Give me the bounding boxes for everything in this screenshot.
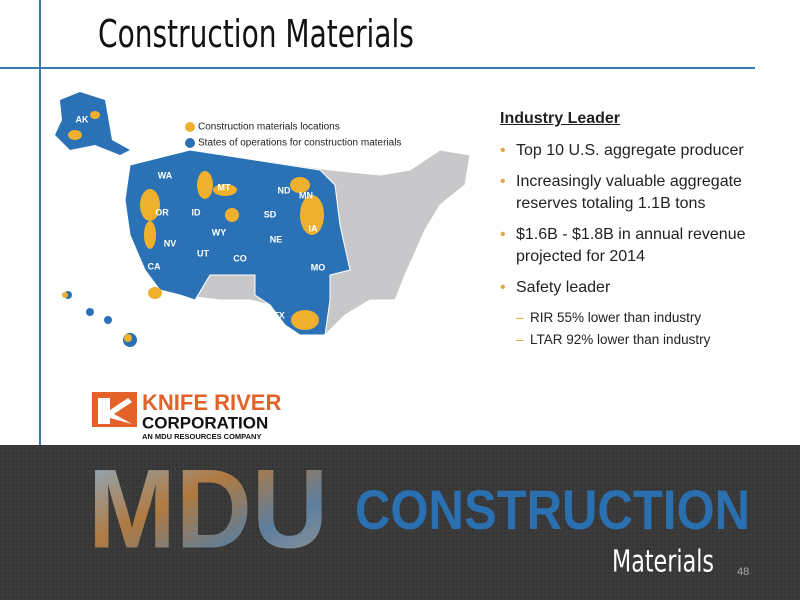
state-label: WA [158, 170, 173, 180]
state-label: ID [192, 207, 202, 217]
state-label: WY [212, 227, 227, 237]
state-label: MT [218, 182, 231, 192]
state-label: OR [155, 207, 169, 217]
page-number: 48 [737, 566, 749, 578]
state-label: SD [264, 209, 277, 219]
bullet: Increasingly valuable aggregate reserves… [500, 171, 790, 215]
state-label: NV [164, 238, 177, 248]
logo-name: KNIFE RIVER [142, 390, 281, 415]
bullet: Top 10 U.S. aggregate producer [500, 140, 790, 162]
logo: KNIFE RIVER CORPORATION AN MDU RESOURCES… [92, 390, 281, 441]
state-label: ND [278, 185, 291, 195]
state-label: IA [309, 223, 319, 233]
content: Industry Leader Top 10 U.S. aggregate pr… [500, 110, 790, 350]
state-label: CA [148, 261, 161, 271]
state-label: TX [273, 310, 285, 320]
state-label: UT [197, 248, 209, 258]
state-label: HI [118, 305, 127, 315]
legend-swatch [185, 138, 195, 148]
hawaii [86, 308, 94, 316]
legend-swatch [185, 122, 195, 132]
logo-tagline: AN MDU RESOURCES COMPANY [142, 432, 261, 441]
bullet: $1.6B - $1.8B in annual revenue projecte… [500, 224, 790, 268]
us-map: Construction materials locations States … [55, 92, 471, 347]
state-label: AK [76, 114, 89, 124]
alaska [55, 92, 130, 155]
footer-band [0, 445, 800, 600]
logo-line: CORPORATION [142, 413, 268, 432]
slide-title: Construction Materials [98, 12, 414, 56]
footer-brand: MDU [88, 447, 328, 572]
footer-sub: Materials [612, 545, 714, 580]
state-label: MO [311, 262, 326, 272]
sub-bullet: LTAR 92% lower than industry [500, 330, 790, 350]
bullets: Top 10 U.S. aggregate producer Increasing… [500, 140, 790, 350]
bullet: Safety leader [500, 277, 790, 299]
footer-word: CONSTRUCTION [355, 478, 750, 541]
state-label: CO [233, 253, 247, 263]
state-label: NE [270, 234, 283, 244]
legend-label: States of operations for construction ma… [198, 138, 401, 149]
hawaii [104, 316, 112, 324]
locations [62, 111, 324, 342]
state-label: MN [299, 190, 313, 200]
heading: Industry Leader [500, 110, 621, 127]
us-states-operations [124, 149, 351, 336]
legend-label: Construction materials locations [198, 122, 340, 133]
sub-bullet: RIR 55% lower than industry [500, 308, 790, 328]
